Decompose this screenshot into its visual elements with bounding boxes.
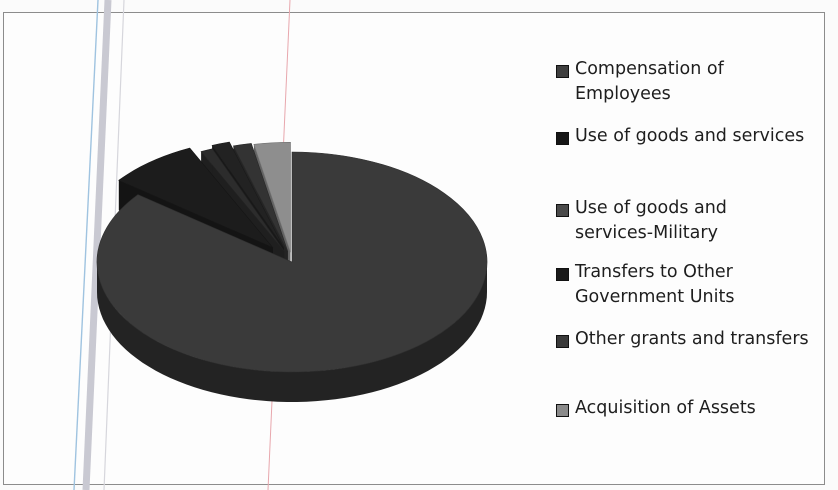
legend-label: Acquisition of Assets xyxy=(575,398,756,418)
legend-swatch xyxy=(556,404,569,417)
pie-slice-transfers-to-other-government-units-top xyxy=(211,141,285,248)
legend-swatch xyxy=(556,268,569,281)
legend-item-other-grants-and-transfers: Other grants and transfers xyxy=(556,327,836,352)
chart-legend: Compensation of Employees Use of goods an… xyxy=(556,57,836,437)
legend-item-compensation-of-employees: Compensation of Employees xyxy=(556,57,836,107)
pie-slice-use-of-goods-and-services-military-top xyxy=(200,148,285,252)
legend-item-use-of-goods-and-services-military: Use of goods and services-Military xyxy=(556,196,836,246)
legend-label: Use of goods and services-Military xyxy=(575,198,727,243)
legend-swatch xyxy=(556,65,569,78)
legend-label: Other grants and transfers xyxy=(575,329,809,349)
legend-label: Compensation of Employees xyxy=(575,59,724,104)
legend-item-acquisition-of-assets: Acquisition of Assets xyxy=(556,396,836,421)
pie-slice-other-grants-and-transfers-top xyxy=(232,143,289,252)
legend-label: Use of goods and services xyxy=(575,126,805,146)
pie-slice-acquisition-of-assets-top xyxy=(253,141,291,253)
pie-slice-compensation-of-employees-side xyxy=(97,262,487,402)
legend-item-use-of-goods-and-services: Use of goods and services xyxy=(556,124,836,149)
legend-label: Transfers to Other Government Units xyxy=(575,262,735,307)
pie-slice-compensation-of-employees-top xyxy=(96,151,488,373)
legend-swatch xyxy=(556,204,569,217)
legend-swatch xyxy=(556,132,569,145)
pie-slice-use-of-goods-and-services-top xyxy=(118,147,274,248)
legend-item-transfers-to-other-government-units: Transfers to Other Government Units xyxy=(556,260,836,310)
legend-swatch xyxy=(556,335,569,348)
pie-slice-compensation-of-employees xyxy=(96,151,488,402)
